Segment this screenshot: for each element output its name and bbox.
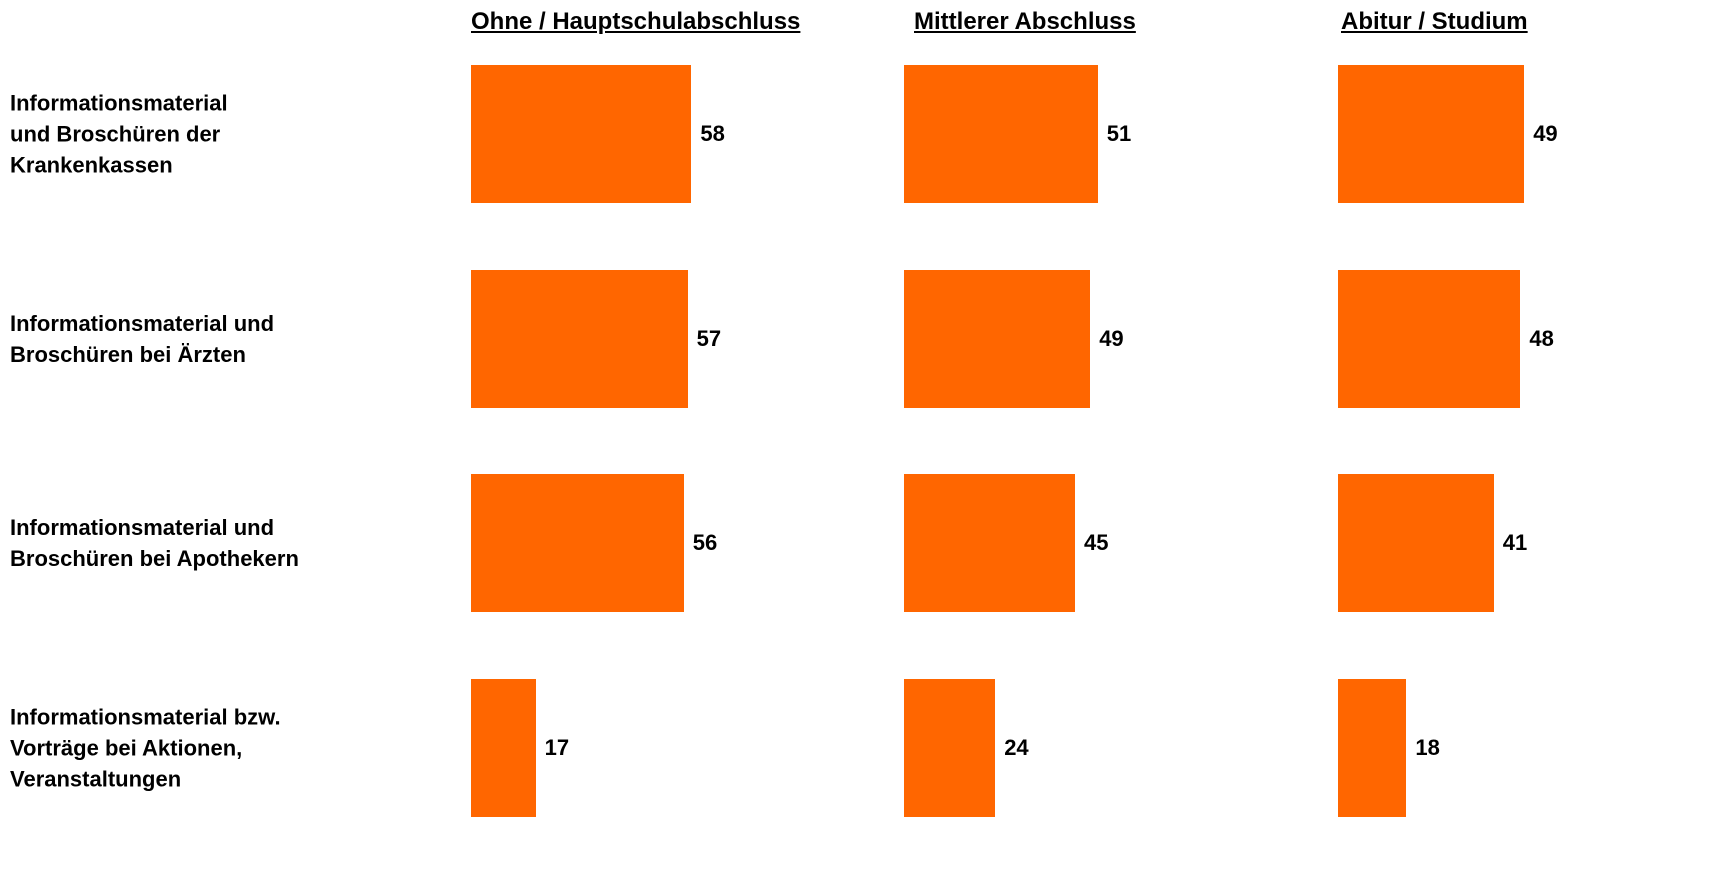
bar [471, 269, 688, 408]
value-label: 49 [1099, 325, 1124, 351]
category-label: Informationsmaterial und Broschüren bei … [10, 310, 275, 367]
panel-header: Ohne / Hauptschulabschluss [471, 8, 801, 35]
value-label: 51 [1106, 121, 1132, 146]
bar [904, 269, 1091, 408]
category-label: Informationsmaterial und Broschüren der … [10, 90, 228, 178]
value-label: 58 [700, 121, 725, 146]
bar [1338, 65, 1525, 203]
value-label: 17 [544, 734, 570, 760]
value-label: 18 [1415, 734, 1440, 760]
bar [1338, 678, 1407, 817]
value-label: 24 [1004, 734, 1029, 760]
value-label: 57 [696, 325, 722, 351]
value-label: 41 [1502, 530, 1528, 555]
value-label: 48 [1529, 325, 1554, 351]
panel-header: Abitur / Studium [1341, 8, 1528, 35]
bar [471, 65, 692, 203]
bar [904, 678, 996, 817]
value-label: 56 [692, 530, 718, 555]
value-label: 45 [1084, 530, 1109, 555]
panel-header: Mittlerer Abschluss [914, 8, 1136, 35]
bar [471, 474, 684, 612]
bar [904, 474, 1075, 612]
bar [904, 65, 1098, 203]
bar [1338, 474, 1494, 612]
value-label: 49 [1533, 121, 1558, 146]
category-label: Informationsmaterial und Broschüren bei … [10, 515, 299, 571]
bar [471, 678, 536, 817]
category-label: Informationsmaterial bzw. Vorträge bei A… [10, 704, 281, 791]
bar [1338, 269, 1521, 408]
